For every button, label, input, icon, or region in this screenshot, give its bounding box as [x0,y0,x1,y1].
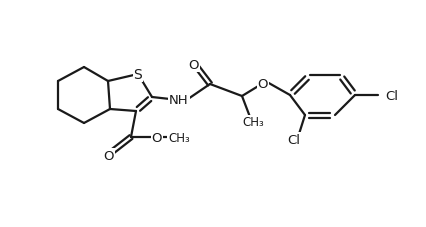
Text: Cl: Cl [386,89,398,102]
Text: S: S [134,68,142,82]
Text: Cl: Cl [288,134,300,147]
Text: O: O [104,150,114,163]
Text: CH₃: CH₃ [168,131,190,144]
Text: O: O [189,58,199,71]
Text: NH: NH [169,93,189,106]
Text: CH₃: CH₃ [242,116,264,129]
Text: O: O [258,77,268,90]
Text: O: O [152,131,162,144]
